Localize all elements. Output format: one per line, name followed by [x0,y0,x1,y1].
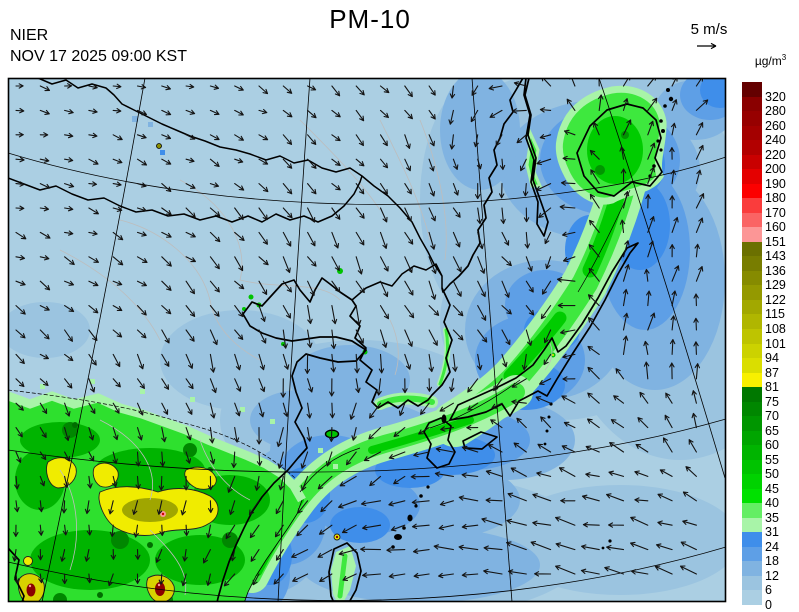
colorbar-tick-label: 12 [765,568,779,583]
colorbar-tick-label: 115 [765,307,785,322]
agency-label: NIER [10,27,49,44]
colorbar-segment [742,169,762,185]
colorbar-segment [742,561,762,577]
colorbar-tick-label: 45 [765,481,779,496]
colorbar-tick-label: 143 [765,249,786,264]
colorbar-segment [742,82,762,98]
map-frame [7,77,727,603]
colorbar-tick-label: 190 [765,176,786,191]
small-islands [391,88,674,550]
colorbar-tick-label: 60 [765,438,779,453]
colorbar-segment [742,140,762,156]
wind-arrows [12,78,709,587]
colorbar-segment [742,183,762,199]
colorbar-segment [742,241,762,257]
colorbar-segment [742,343,762,359]
colorbar-segment [742,198,762,214]
colorbar-tick-label: 220 [765,147,786,162]
colorbar-segment [742,372,762,388]
colorbar-tick-label: 260 [765,118,786,133]
colorbar-segment [742,328,762,344]
colorbar-tick-label: 35 [765,510,779,525]
colorbar-tick-label: 200 [765,162,786,177]
colorbar-segment [742,488,762,504]
pm-plume-hokkaido [525,85,667,205]
colorbar-tick-label: 160 [765,220,786,235]
colorbar-tick-label: 24 [765,539,779,554]
colorbar-tick-label: 180 [765,191,786,206]
colorbar-segment [742,445,762,461]
colorbar-segment [742,111,762,127]
colorbar-tick-label: 50 [765,467,779,482]
colorbar-segment [742,387,762,403]
colorbar-segment [742,125,762,141]
colorbar-segment [742,430,762,446]
colorbar-tick-label: 87 [765,365,779,380]
colorbar-segment [742,532,762,548]
colorbar-tick-label: 0 [765,598,772,612]
colorbar-segment [742,416,762,432]
colorbar-segment [742,517,762,533]
pm-plume-taiwan [331,546,356,602]
colorbar-segment [742,546,762,562]
colorbar-tick-label: 108 [765,321,786,336]
colorbar-tick-label: 81 [765,380,779,395]
colorbar-segment [742,358,762,374]
colorbar-tick-label: 240 [765,133,786,148]
colorbar-tick-label: 94 [765,351,779,366]
colorbar-tick-label: 40 [765,496,779,511]
colorbar-tick-label: 101 [765,336,786,351]
colorbar-segment [742,575,762,591]
colorbar-segment [742,314,762,330]
wind-vector-field [12,78,709,587]
colorbar-tick-label: 170 [765,205,786,220]
colorbar-tick-label: 31 [765,525,779,540]
colorbar-segment [742,154,762,170]
colorbar-segment [742,474,762,490]
wind-speed-legend-label: 5 m/s [690,21,728,38]
colorbar-units: µg/m3 [754,53,787,68]
wind-reference-arrow-icon [697,42,717,50]
colorbar-segment [742,459,762,475]
colorbar-tick-label: 122 [765,292,786,307]
colorbar-tick-label: 55 [765,452,779,467]
colorbar-segment [742,590,762,606]
colorbar-segment [742,401,762,417]
colorbar-tick-label: 65 [765,423,779,438]
colorbar-segment [742,285,762,301]
colorbar-tick-label: 280 [765,104,786,119]
province-borders [59,119,553,596]
colorbar [742,82,762,606]
colorbar-tick-label: 70 [765,409,779,424]
colorbar-tick-label: 320 [765,89,786,104]
colorbar-segment [742,212,762,228]
colorbar-segment [742,503,762,519]
colorbar-segment [742,299,762,315]
colorbar-tick-label: 6 [765,583,772,598]
colorbar-tick-label: 136 [765,263,786,278]
colorbar-tick-label: 151 [765,234,786,249]
colorbar-tick-label: 129 [765,278,786,293]
page-title: PM-10 [329,4,411,34]
colorbar-segment [742,227,762,243]
colorbar-tick-label: 18 [765,554,779,569]
forecast-datetime: NOV 17 2025 09:00 KST [10,48,187,65]
pm-hotspot-cores [26,498,339,597]
colorbar-segment [742,256,762,272]
colorbar-segment [742,270,762,286]
colorbar-segment [742,96,762,112]
colorbar-tick-label: 75 [765,394,779,409]
